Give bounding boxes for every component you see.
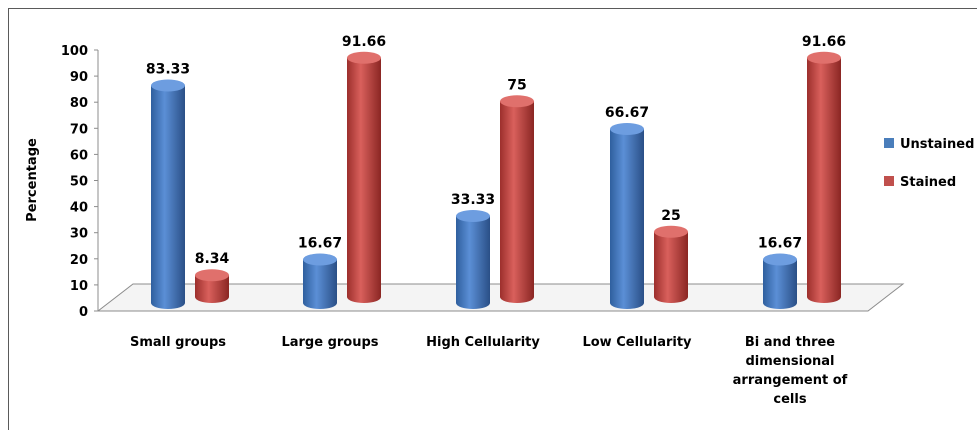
x-category-label-line: Small groups — [130, 335, 226, 350]
x-category-label-line: arrangement of — [733, 373, 848, 388]
data-label: 16.67 — [298, 235, 342, 251]
bar-stained — [654, 231, 688, 303]
y-tick-label: 100 — [61, 44, 88, 59]
bar-unstained — [610, 128, 644, 309]
legend-label-unstained: Unstained — [900, 137, 974, 152]
y-tick-label: 40 — [70, 201, 88, 216]
x-category-label-line: cells — [773, 392, 806, 407]
data-label: 25 — [661, 208, 680, 224]
bar-unstained — [456, 216, 490, 309]
y-tick-label: 10 — [70, 279, 88, 294]
x-category-label: High Cellularity — [426, 335, 540, 350]
y-tick-label: 0 — [79, 305, 88, 320]
x-category-label: Large groups — [281, 335, 378, 350]
bar-cap — [807, 51, 841, 64]
bar-cap — [456, 210, 490, 223]
bar-cap — [195, 269, 229, 282]
bar-cap — [151, 79, 185, 92]
bar-unstained — [303, 259, 337, 309]
data-label: 91.66 — [342, 34, 386, 50]
bar-unstained — [151, 85, 185, 309]
y-tick-label: 30 — [70, 227, 88, 242]
x-category-label-line: dimensional — [746, 354, 835, 369]
data-label: 75 — [507, 77, 526, 93]
x-category-label: Bi and three dimensional arrangement of cel… — [733, 335, 848, 407]
bar-stained — [500, 101, 534, 303]
bar-stained — [347, 57, 381, 304]
y-tick-label: 20 — [70, 253, 88, 268]
y-tick-label: 60 — [70, 148, 88, 163]
bar-stained — [807, 57, 841, 304]
x-category-label-line: Low Cellularity — [582, 335, 692, 350]
x-category-label: Small groups — [130, 335, 226, 350]
data-label: 91.66 — [802, 34, 846, 50]
bar-cap — [303, 253, 337, 266]
legend-label-stained: Stained — [900, 175, 956, 190]
bar-cap — [654, 225, 688, 238]
data-label: 66.67 — [605, 105, 649, 121]
x-category-label-line: Bi and three — [745, 335, 835, 350]
bar-cap — [500, 95, 534, 108]
bar-stained — [195, 275, 229, 303]
bar-cap — [347, 51, 381, 64]
y-tick-label: 90 — [70, 70, 88, 85]
y-tick-label: 80 — [70, 96, 88, 111]
x-category-label-line: High Cellularity — [426, 335, 540, 350]
bar-cap — [610, 122, 644, 135]
y-tick-label: 70 — [70, 122, 88, 137]
data-label: 16.67 — [758, 235, 802, 251]
data-label: 8.34 — [195, 251, 230, 267]
y-tick-label: 50 — [70, 175, 88, 190]
data-label: 83.33 — [146, 62, 190, 78]
chart-frame — [8, 8, 977, 430]
y-axis-title: Percentage — [25, 138, 40, 222]
x-category-label: Low Cellularity — [582, 335, 692, 350]
legend-swatch-stained — [884, 176, 894, 186]
x-category-label-line: Large groups — [281, 335, 378, 350]
data-label: 33.33 — [451, 192, 495, 208]
bar-unstained — [763, 259, 797, 309]
bar-cap — [763, 253, 797, 266]
legend-swatch-unstained — [884, 138, 894, 148]
